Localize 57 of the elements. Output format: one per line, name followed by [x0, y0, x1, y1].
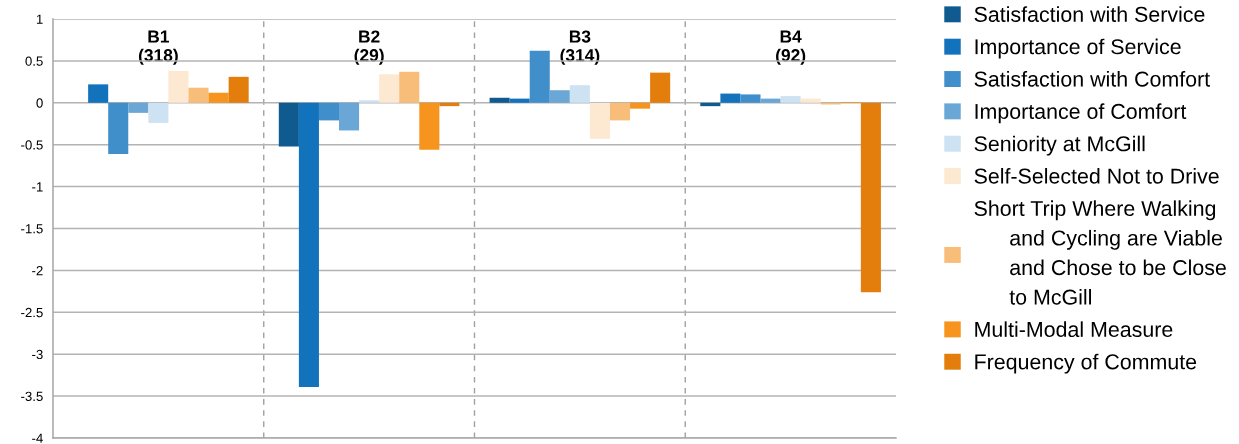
bar	[188, 87, 209, 103]
y-tick-label: 0.5	[25, 56, 43, 66]
bar	[529, 50, 550, 103]
y-tick-label: -1.5	[21, 224, 43, 234]
bar	[609, 102, 631, 121]
bar	[339, 102, 360, 131]
x-tick-label: B2 (29)	[354, 30, 384, 65]
bar	[298, 102, 319, 387]
y-tick-label: -3	[32, 349, 43, 360]
bar	[489, 97, 510, 103]
y-tick-label: -2.5	[21, 307, 43, 318]
bar	[569, 85, 590, 103]
bar	[359, 100, 380, 103]
bar	[720, 93, 741, 103]
legend-label: Seniority at McGill	[974, 135, 1145, 156]
bar	[760, 98, 781, 103]
x-tick-label: B4 (92)	[776, 30, 806, 65]
y-tick-label: -2	[32, 265, 43, 276]
legend-label: Self-Selected Not to Drive	[974, 168, 1219, 184]
bar	[800, 98, 821, 103]
y-tick-label: 0	[36, 98, 43, 108]
bar	[439, 102, 460, 107]
bar	[379, 74, 400, 103]
legend-label: Frequency of Commute	[975, 353, 1197, 374]
x-tick-label: B3 (314)	[560, 30, 600, 65]
bar	[509, 98, 530, 103]
bar	[148, 102, 169, 123]
bar	[419, 102, 440, 150]
bar	[88, 84, 109, 103]
legend-label: Satisfaction with Service	[974, 6, 1205, 22]
y-tick-label: -3.5	[21, 391, 43, 402]
bar	[740, 94, 761, 103]
legend-label: Importance of Comfort	[975, 103, 1187, 124]
legend-label: Multi-Modal Measure	[975, 321, 1173, 338]
bar	[549, 90, 570, 103]
y-tick-label: 1	[36, 14, 43, 24]
bar	[318, 102, 340, 121]
bar	[278, 102, 299, 147]
legend-label: Importance of Service	[975, 38, 1181, 59]
legend-label: Satisfaction with Comfort	[974, 70, 1210, 87]
bar	[108, 102, 129, 154]
y-tick-label: -4	[32, 433, 43, 443]
bar	[168, 70, 189, 103]
bar	[589, 102, 610, 139]
x-tick-label: B1 (318)	[138, 30, 178, 65]
bar	[630, 102, 651, 109]
bar	[128, 102, 149, 113]
y-tick-label: -0.5	[21, 140, 43, 150]
bar	[700, 102, 721, 107]
bar	[208, 92, 229, 103]
bar	[650, 72, 671, 103]
bar	[228, 76, 249, 103]
bar	[780, 96, 801, 103]
legend-label: Short Trip Where Walking and Cycling are Viable and Chose to be Close to McGill	[974, 200, 1226, 305]
bar	[399, 71, 420, 103]
y-tick-label: -1	[32, 182, 43, 192]
bar	[860, 102, 881, 293]
